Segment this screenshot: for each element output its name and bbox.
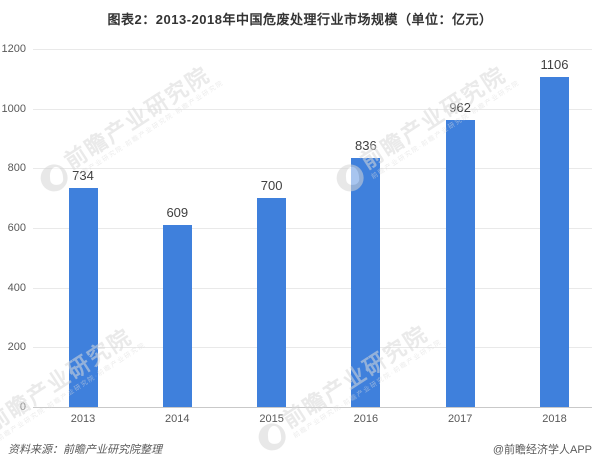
x-axis-tick-label: 2014 [165,413,190,425]
bar-value-label: 700 [260,178,283,194]
bar [257,198,287,407]
y-axis-tick-label: 800 [7,162,26,175]
y-axis-tick-label: 0 [19,401,26,413]
bar-value-label: 609 [166,205,189,221]
bar [351,157,381,407]
bar [445,120,475,407]
gridline [33,49,592,50]
bar [162,225,192,407]
x-axis-tick-label: 2017 [447,413,473,425]
chart-footer: 资料来源：前瞻产业研究院整理 @前瞻经济学人APP [8,441,592,457]
gridline [33,228,592,229]
bar [540,77,569,407]
x-axis-tick-label: 2015 [259,413,284,425]
y-axis-tick-label: 400 [7,281,26,294]
bar [68,188,98,407]
bar-value-label: 1106 [540,57,569,73]
y-axis-tick-label: 600 [7,222,26,234]
bar-value-label: 962 [449,100,472,115]
x-axis-tick-label: 2018 [542,413,567,425]
y-axis-tick-label: 1200 [1,43,26,55]
x-axis-line [33,407,592,408]
x-axis-tick-label: 2016 [353,413,379,425]
chart-title: 图表2：2013-2018年中国危废处理行业市场规模（单位：亿元） [107,12,493,27]
x-axis-tick-label: 2013 [70,413,96,425]
gridline [33,168,592,170]
gridline [33,287,592,289]
y-axis-tick-label: 1000 [1,102,26,115]
bar-value-label: 734 [72,168,94,184]
bar-value-label: 836 [355,137,377,153]
app-credit: @前瞻经济学人APP [492,444,592,456]
gridline [33,108,592,110]
y-axis-tick-label: 200 [7,341,26,354]
source-note: 资料来源：前瞻产业研究院整理 [8,444,162,456]
gridline [33,347,592,349]
